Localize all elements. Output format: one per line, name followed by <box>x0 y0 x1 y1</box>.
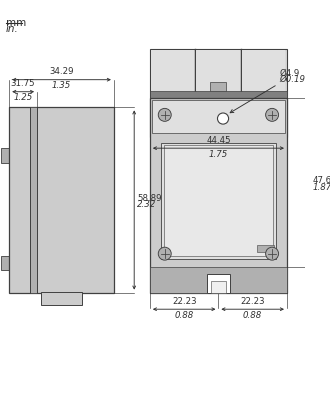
Text: 58.89: 58.89 <box>137 194 161 203</box>
Bar <box>150 49 287 137</box>
Bar <box>242 100 285 136</box>
Text: Ø0.19: Ø0.19 <box>280 74 306 83</box>
Text: 34.29: 34.29 <box>49 68 74 76</box>
Bar <box>41 292 82 304</box>
Bar <box>150 267 287 292</box>
Bar <box>30 108 37 292</box>
Bar <box>211 282 226 292</box>
Text: 1.75: 1.75 <box>209 150 228 158</box>
Bar <box>210 82 226 91</box>
Text: 31.75: 31.75 <box>11 80 35 88</box>
Bar <box>164 145 273 256</box>
Text: 44.45: 44.45 <box>206 136 231 145</box>
Bar <box>161 108 184 130</box>
Bar <box>150 91 287 100</box>
Bar <box>150 98 287 292</box>
Bar <box>242 50 285 91</box>
Circle shape <box>158 108 171 121</box>
Text: in.: in. <box>6 24 18 34</box>
Text: 0.88: 0.88 <box>175 310 194 320</box>
Text: Ø4.9: Ø4.9 <box>280 69 300 78</box>
Text: 22.23: 22.23 <box>240 297 265 306</box>
Circle shape <box>217 113 229 124</box>
Text: 47.6: 47.6 <box>313 176 330 185</box>
Bar <box>152 102 193 135</box>
Bar <box>1 256 9 270</box>
Bar <box>252 108 275 130</box>
Bar <box>152 100 285 133</box>
Circle shape <box>158 247 171 260</box>
Bar <box>1 148 9 163</box>
Bar <box>243 102 284 135</box>
Text: 2.32: 2.32 <box>137 200 156 209</box>
Bar <box>151 50 194 91</box>
Bar <box>9 108 114 292</box>
Bar <box>151 100 194 136</box>
Text: mm: mm <box>6 18 26 28</box>
Circle shape <box>266 108 279 121</box>
Bar <box>196 100 240 136</box>
Text: 0.88: 0.88 <box>243 310 262 320</box>
Text: 1.25: 1.25 <box>14 93 33 102</box>
Bar <box>207 274 230 292</box>
Bar <box>196 50 240 91</box>
Text: 1.87: 1.87 <box>313 182 330 192</box>
Bar <box>161 143 276 259</box>
Text: 22.23: 22.23 <box>172 297 196 306</box>
Text: 1.35: 1.35 <box>52 81 71 90</box>
Bar <box>257 245 274 252</box>
Circle shape <box>266 247 279 260</box>
